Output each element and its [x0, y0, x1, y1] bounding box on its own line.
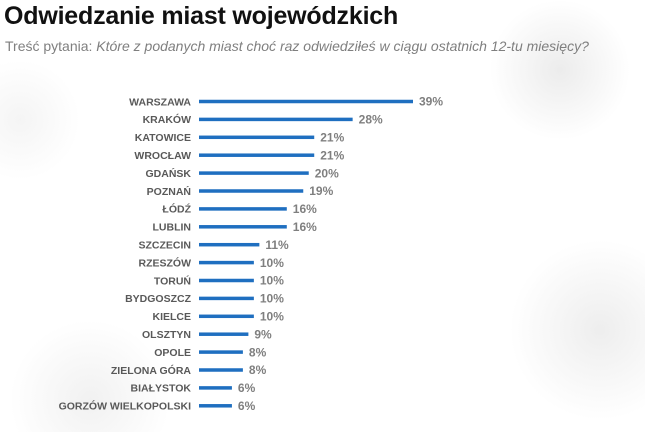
- category-label: OLSZTYN: [142, 329, 191, 341]
- value-label: 10%: [260, 292, 284, 306]
- value-label: 21%: [320, 148, 344, 162]
- category-label: KRAKÓW: [143, 113, 191, 126]
- category-label: ŁÓDŹ: [162, 203, 191, 216]
- value-label: 9%: [254, 327, 272, 341]
- value-label: 11%: [265, 238, 289, 252]
- bar: [199, 242, 260, 247]
- category-label: RZESZÓW: [139, 256, 192, 269]
- bar: [199, 404, 232, 408]
- bar: [199, 225, 287, 229]
- value-label: 10%: [260, 274, 284, 288]
- bar: [199, 99, 413, 104]
- category-label: GDAŃSK: [145, 167, 191, 180]
- value-label: 6%: [238, 381, 256, 395]
- category-label: ZIELONA GÓRA: [111, 364, 192, 377]
- value-label: 8%: [249, 363, 267, 377]
- value-label: 8%: [249, 345, 267, 359]
- bar: [199, 171, 309, 175]
- bar: [199, 296, 254, 301]
- value-label: 10%: [260, 256, 284, 270]
- bar: [199, 117, 353, 122]
- bar: [199, 260, 254, 265]
- category-label: POZNAŃ: [147, 185, 191, 198]
- category-label: WARSZAWA: [129, 96, 191, 108]
- bar: [199, 207, 287, 211]
- category-label: GORZÓW WIELKOPOLSKI: [59, 400, 191, 413]
- bar: [199, 350, 243, 354]
- bar: [199, 332, 249, 336]
- question-prefix: Treść pytania:: [5, 38, 93, 54]
- category-label: KIELCE: [152, 311, 191, 323]
- page-title: Odwiedzanie miast wojewódzkich: [4, 2, 399, 30]
- bar: [199, 135, 315, 140]
- value-label: 20%: [315, 166, 339, 180]
- bar: [199, 278, 254, 283]
- value-label: 16%: [293, 220, 317, 234]
- question-subtitle: Treść pytania: Które z podanych miast ch…: [5, 38, 589, 54]
- bar: [199, 189, 304, 193]
- category-label: OPOLE: [154, 347, 191, 359]
- value-label: 19%: [309, 184, 333, 198]
- category-label: LUBLIN: [153, 222, 192, 234]
- category-label: BYDGOSZCZ: [125, 293, 192, 305]
- bar: [199, 153, 315, 157]
- bar: [199, 386, 232, 390]
- value-label: 39%: [419, 95, 443, 109]
- category-label: KATOWICE: [135, 132, 191, 144]
- category-label: TORUŃ: [154, 274, 191, 287]
- bar: [199, 314, 254, 319]
- category-label: WROCŁAW: [134, 150, 191, 162]
- bar: [199, 368, 243, 372]
- value-label: 16%: [293, 202, 317, 216]
- category-label: BIAŁYSTOK: [131, 383, 192, 395]
- value-label: 21%: [320, 131, 344, 145]
- value-label: 6%: [238, 399, 256, 413]
- value-label: 28%: [359, 113, 383, 127]
- value-label: 10%: [260, 310, 284, 324]
- category-label: SZCZECIN: [139, 240, 192, 252]
- question-text: Które z podanych miast choć raz odwiedzi…: [96, 38, 589, 54]
